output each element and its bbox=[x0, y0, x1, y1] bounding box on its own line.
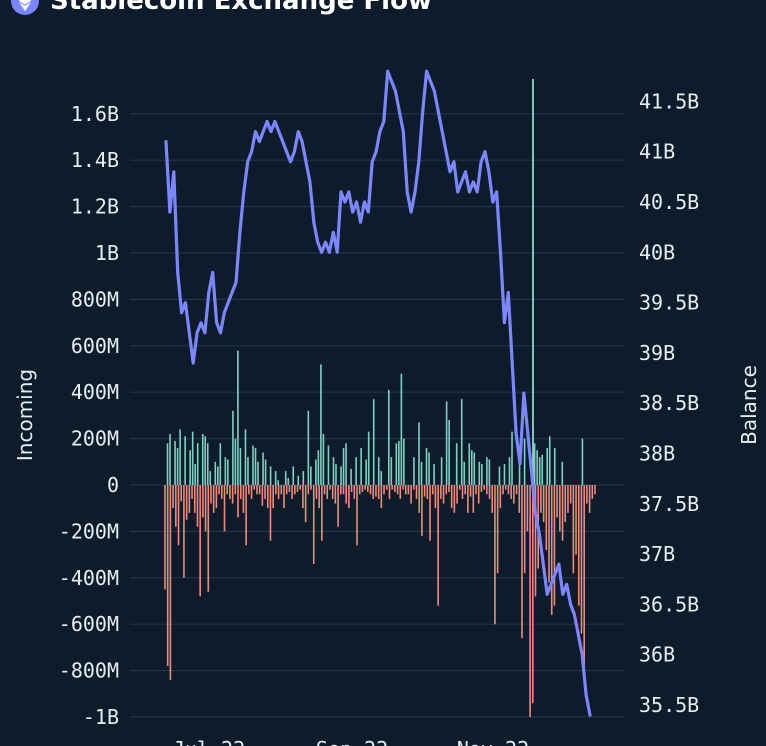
right-tick-label: 39B bbox=[639, 341, 675, 365]
left-tick-label: 800M bbox=[71, 287, 119, 311]
right-tick-label: 38.5B bbox=[639, 391, 699, 415]
x-axis-ticks: Jul 22 Sep 22 Nov 22 bbox=[173, 737, 529, 746]
left-tick-label: 1.2B bbox=[71, 195, 119, 219]
gridlines bbox=[130, 113, 625, 718]
inflow-bars bbox=[166, 350, 584, 485]
left-tick-label: 1B bbox=[95, 241, 119, 265]
right-tick-label: 36B bbox=[639, 643, 675, 667]
right-tick-label: 39.5B bbox=[639, 291, 699, 315]
right-tick-label: 36.5B bbox=[639, 592, 699, 616]
chart-title: Stablecoin Exchange Flow bbox=[50, 0, 432, 16]
left-tick-label: 200M bbox=[71, 427, 119, 451]
left-tick-label: 0 bbox=[107, 473, 119, 497]
x-tick-label: Jul 22 bbox=[173, 737, 245, 746]
right-tick-label: 40B bbox=[639, 240, 675, 264]
left-axis-ticks: 1.6B 1.4B 1.2B 1B 800M 600M 400M 200M 0 -200M -400… bbox=[59, 102, 119, 729]
left-tick-label: 1.6B bbox=[71, 102, 119, 126]
left-tick-label: -1B bbox=[83, 705, 119, 729]
left-tick-label: -800M bbox=[59, 659, 119, 683]
right-tick-label: 35.5B bbox=[639, 693, 699, 717]
right-tick-label: 38B bbox=[639, 442, 675, 466]
x-tick-label: Nov 22 bbox=[457, 737, 529, 746]
x-tick-label: Sep 22 bbox=[316, 737, 388, 746]
right-tick-label: 40.5B bbox=[639, 190, 699, 214]
right-tick-label: 37B bbox=[639, 542, 675, 566]
outflow-bars bbox=[164, 485, 596, 717]
left-tick-label: 400M bbox=[71, 380, 119, 404]
right-axis-title: Balance bbox=[737, 365, 761, 445]
left-tick-label: 600M bbox=[71, 334, 119, 358]
right-axis-ticks: 41.5B 41B 40.5B 40B 39.5B 39B 38.5B 38B 37.5B 37B… bbox=[639, 89, 699, 717]
right-tick-label: 41.5B bbox=[639, 89, 699, 113]
chart-header: Stablecoin Exchange Flow bbox=[0, 0, 432, 16]
left-axis-title: Incoming bbox=[13, 369, 37, 461]
left-tick-label: -200M bbox=[59, 519, 119, 543]
balance-line bbox=[164, 69, 592, 717]
left-tick-label: -400M bbox=[59, 566, 119, 590]
ethereum-logo-icon bbox=[11, 0, 39, 15]
left-tick-label: -600M bbox=[59, 612, 119, 636]
right-tick-label: 41B bbox=[639, 140, 675, 164]
left-tick-label: 1.4B bbox=[71, 148, 119, 172]
right-tick-label: 37.5B bbox=[639, 492, 699, 516]
